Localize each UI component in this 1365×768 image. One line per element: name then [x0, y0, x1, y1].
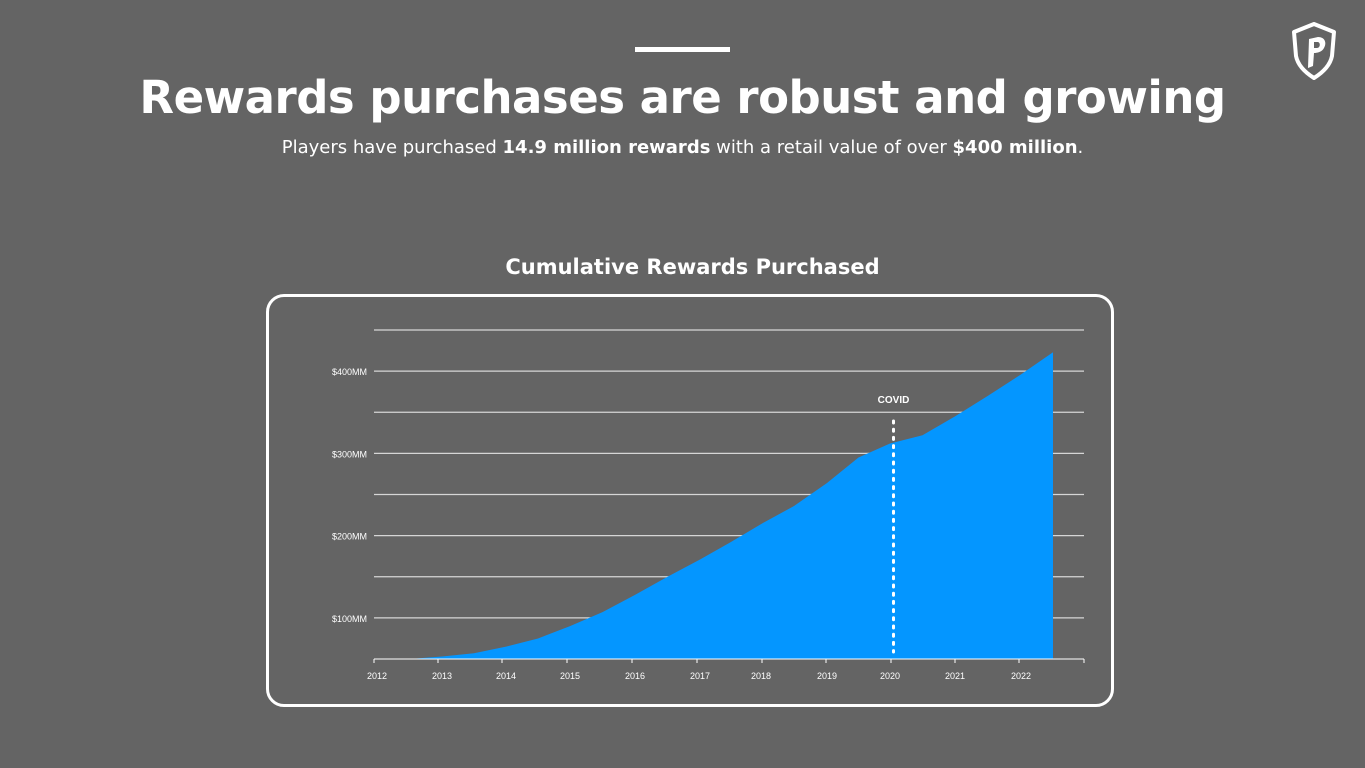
subtitle-middle: with a retail value of over: [710, 137, 953, 158]
shield-p-logo-icon: [1290, 22, 1338, 80]
title-accent-bar: [635, 47, 730, 52]
x-tick-label: 2015: [560, 671, 580, 681]
x-tick-label: 2019: [817, 671, 837, 681]
subtitle-suffix: .: [1077, 137, 1084, 158]
x-tick-label: 2017: [690, 671, 710, 681]
page-subtitle: Players have purchased 14.9 million rewa…: [0, 136, 1365, 160]
x-tick-label: 2013: [432, 671, 452, 681]
x-tick-label: 2020: [880, 671, 900, 681]
x-tick-label: 2018: [751, 671, 771, 681]
covid-annotation-label: COVID: [878, 395, 910, 406]
y-axis-ticks: $100MM $200MM $300MM $400MM: [332, 367, 367, 624]
x-tick-label: 2014: [496, 671, 516, 681]
y-tick-label: $400MM: [332, 367, 367, 377]
subtitle-prefix: Players have purchased: [281, 137, 503, 158]
y-tick-label: $200MM: [332, 532, 367, 542]
page-title: Rewards purchases are robust and growing: [139, 71, 1226, 124]
cumulative-rewards-area: [409, 352, 1053, 659]
chart-title: Cumulative Rewards Purchased: [505, 255, 880, 279]
x-tick-label: 2021: [945, 671, 965, 681]
subtitle-retail-value: $400 million: [952, 137, 1078, 158]
x-axis-ticks: 2012 2013 2014 2015 2016 2017 2018 2019 2020 2021…: [367, 659, 1085, 681]
x-tick-label: 2016: [625, 671, 645, 681]
subtitle-rewards-count: 14.9 million rewards: [502, 137, 711, 158]
y-tick-label: $300MM: [332, 449, 367, 459]
y-tick-label: $100MM: [332, 614, 367, 624]
chart-frame: [266, 294, 1114, 707]
x-tick-label: 2012: [367, 671, 387, 681]
x-tick-label: 2022: [1011, 671, 1031, 681]
